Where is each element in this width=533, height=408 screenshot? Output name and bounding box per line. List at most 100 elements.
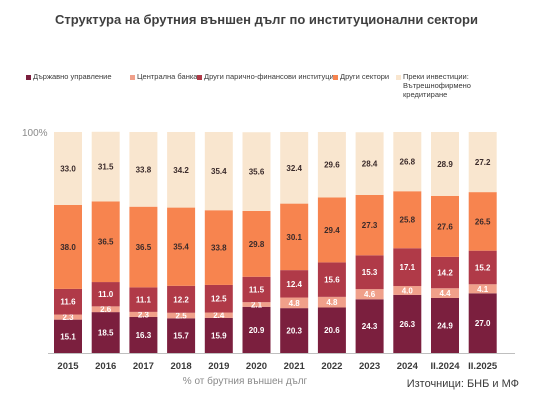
- data-label: 4.1: [477, 285, 489, 294]
- legend-swatch-fdi: [396, 75, 401, 80]
- data-label: 36.5: [136, 243, 152, 252]
- data-label: 12.4: [286, 280, 302, 289]
- data-label: 29.8: [249, 240, 265, 249]
- x-tick-label: 2016: [95, 361, 116, 372]
- bar-segment: [129, 311, 158, 317]
- data-label: 20.3: [286, 327, 302, 336]
- data-label: 29.4: [324, 226, 340, 235]
- bar-segment: [355, 255, 384, 290]
- data-label: 24.9: [437, 321, 453, 330]
- data-label: 27.6: [437, 222, 453, 231]
- data-label: 25.8: [400, 216, 416, 225]
- x-tick-label: II.2025: [468, 361, 498, 372]
- bar-segment: [431, 288, 459, 298]
- bar-segment: [167, 318, 196, 353]
- bar-segment: [204, 312, 233, 318]
- data-label: 4.6: [364, 290, 376, 299]
- bar-segment: [355, 194, 384, 256]
- legend-label-other-mfi: Други парично-финансови институции: [204, 72, 338, 81]
- bar-segment: [91, 306, 120, 313]
- data-label: 4.8: [289, 299, 301, 308]
- data-label: 18.5: [98, 329, 114, 338]
- bar-segment: [393, 294, 422, 353]
- bar-segment: [317, 296, 346, 308]
- legend-label-fdi: Преки инвестиции: Вътрешнофирмено кредит…: [403, 72, 471, 99]
- data-label: 15.7: [173, 332, 189, 341]
- data-label: 29.6: [324, 161, 340, 170]
- data-label: 27.0: [475, 319, 491, 328]
- data-label: 11.5: [249, 285, 265, 294]
- data-label: 20.6: [324, 326, 340, 335]
- bar-segment: [355, 132, 384, 195]
- data-label: 4.4: [439, 289, 451, 298]
- x-tick-label: 2019: [208, 361, 229, 372]
- bar-segment: [242, 306, 271, 353]
- data-label: 15.9: [211, 331, 227, 340]
- bar-segment: [468, 250, 497, 285]
- bar-segment: [167, 207, 196, 286]
- data-label: 2.3: [138, 310, 150, 319]
- data-label: 4.0: [402, 286, 414, 295]
- x-tick-label: 2023: [359, 361, 380, 372]
- bar-segment: [431, 256, 459, 289]
- bar-segment: [204, 284, 233, 313]
- bar-segment: [167, 132, 196, 208]
- data-label: 33.8: [211, 244, 227, 253]
- legend-swatch-other-mfi: [197, 75, 202, 80]
- data-label: 33.0: [60, 164, 76, 173]
- data-label: 2.1: [251, 300, 263, 309]
- data-label: 15.2: [475, 263, 491, 272]
- bar-segment: [167, 312, 196, 319]
- legend-label-other-sectors: Други сектори: [340, 72, 390, 81]
- data-label: 33.8: [136, 165, 152, 174]
- data-label: 34.2: [173, 166, 189, 175]
- bar-segment: [355, 289, 384, 300]
- data-label: 2.4: [213, 311, 225, 320]
- data-label: 28.4: [362, 160, 378, 169]
- bar-segment: [91, 312, 120, 353]
- x-axis-label: % от брутния външен дълг: [182, 376, 308, 387]
- y-tick-label: 100%: [22, 128, 48, 139]
- data-label: 27.3: [362, 221, 378, 230]
- bar-segment: [280, 308, 309, 353]
- bar-segment: [54, 314, 82, 320]
- data-label: 12.5: [211, 295, 227, 304]
- bar-segment: [242, 132, 271, 211]
- bar-segment: [468, 132, 497, 193]
- legend-swatch-central-bank: [130, 75, 135, 80]
- bar-segment: [393, 286, 422, 295]
- bar-segment: [204, 132, 233, 211]
- bar-segment: [129, 287, 158, 312]
- data-label: 2.5: [176, 312, 188, 321]
- bar-segment: [317, 197, 346, 263]
- data-label: 24.3: [362, 322, 378, 331]
- bar-segment: [204, 210, 233, 285]
- data-label: 20.9: [249, 326, 265, 335]
- data-label: 26.8: [400, 158, 416, 167]
- x-tick-label: 2024: [397, 361, 419, 372]
- data-label: 28.9: [437, 160, 453, 169]
- data-label: 31.5: [98, 163, 114, 172]
- bar-segment: [393, 132, 422, 192]
- legend-swatch-government: [26, 75, 31, 80]
- data-label: 35.6: [249, 168, 265, 177]
- bar-segment: [317, 262, 346, 297]
- bar-segment: [204, 317, 233, 353]
- x-tick-label: 2021: [284, 361, 306, 372]
- data-label: 11.0: [98, 290, 114, 299]
- x-tick-label: 2020: [246, 361, 267, 372]
- data-label: 36.5: [98, 238, 114, 247]
- bar-segment: [129, 206, 158, 288]
- data-label: 35.4: [173, 243, 189, 252]
- x-tick-label: 2015: [57, 361, 79, 372]
- data-label: 4.8: [326, 298, 338, 307]
- bar-segment: [54, 319, 82, 353]
- bar-segment: [54, 132, 82, 205]
- bar-segment: [280, 270, 309, 298]
- x-tick-label: 2018: [171, 361, 192, 372]
- bar-segment: [91, 282, 120, 307]
- x-tick-label: II.2024: [430, 361, 460, 372]
- bar-segment: [468, 192, 497, 251]
- x-tick-label: 2022: [321, 361, 342, 372]
